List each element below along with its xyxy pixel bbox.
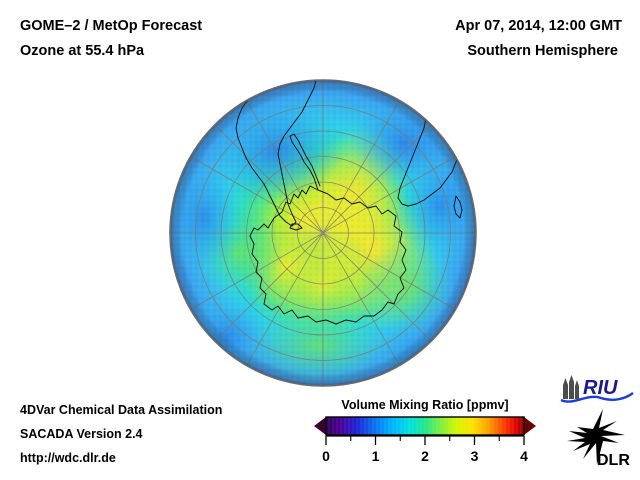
colorbar-tick-0: 0 [322,448,330,464]
dlr-mark-icon [567,409,625,465]
dlr-logo: DLR [563,407,635,469]
colorbar: Volume Mixing Ratio [ppmv] [300,398,550,470]
globe-outline [169,79,477,387]
colorbar-title: Volume Mixing Ratio [ppmv] [341,398,509,412]
url-label: http://wdc.dlr.de [20,451,116,465]
colorbar-over-arrow [524,417,536,435]
riu-wordmark: RIU [583,377,618,399]
dlr-wordmark: DLR [597,452,630,469]
header-left: GOME–2 / MetOp Forecast Ozone at 55.4 hP… [20,14,320,64]
header-right: Apr 07, 2014, 12:00 GMT Southern Hemisph… [302,14,622,64]
footer-credits: 4DVar Chemical Data Assimilation SACADA … [20,398,222,470]
riu-towers-icon [563,375,579,399]
riu-logo: RIU [557,373,637,406]
colorbar-tick-3: 3 [471,448,479,464]
colorbar-tick-2: 2 [421,448,429,464]
product-level-title: Ozone at 55.4 hPa [20,43,145,59]
instrument-title: GOME–2 / MetOp Forecast [20,18,203,34]
colorbar-axis [325,435,525,445]
polar-ozone-map [168,78,478,388]
colorbar-texture [326,417,524,435]
colorbar-tick-1: 1 [372,448,380,464]
colorbar-tick-4: 4 [520,448,528,464]
south-pole-marker [321,231,325,235]
riu-wave-icon [560,392,634,403]
version-label: SACADA Version 2.4 [20,427,143,441]
colorbar-under-arrow [314,417,326,435]
method-label: 4DVar Chemical Data Assimilation [20,403,223,417]
colorbar-border [325,416,525,436]
hemisphere-label: Southern Hemisphere [467,43,618,59]
timestamp-label: Apr 07, 2014, 12:00 GMT [455,18,622,34]
colorbar-tick-labels: 0 1 2 3 4 [322,448,528,464]
